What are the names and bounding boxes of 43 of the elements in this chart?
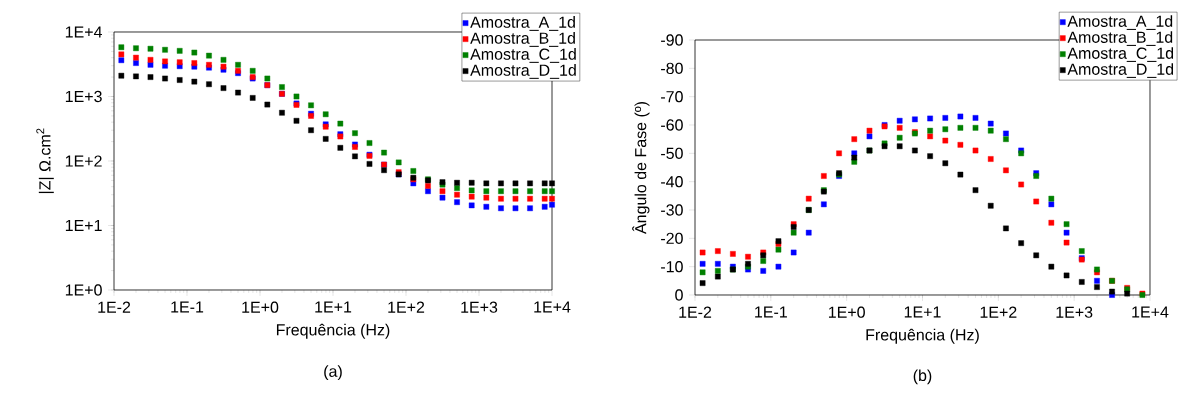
y-tick-label: -80 [661,62,683,74]
y-tick-label: -10 [661,261,683,273]
y-tick-label: 1E+2 [65,155,102,167]
x-tick-label: 1E+1 [904,306,941,318]
legend-label: Amostra_D_1d [470,64,576,79]
y-tick-label: 1E+1 [65,219,102,231]
x-tick-label: 1E+2 [388,301,425,313]
legend-label: Amostra_A_1d [1067,15,1173,30]
x-tick-label: 1E+4 [1132,306,1169,318]
y-tick-label: 1E+4 [65,26,103,38]
legend-label: Amostra_C_1d [470,48,576,63]
x-tick-label: 1E+4 [534,301,571,313]
x-tick-label: 1E+0 [828,306,865,318]
y-tick-label: 0 [675,289,683,301]
legend-label: Amostra_A_1d [470,16,575,31]
y-tick-label: -90 [661,34,683,46]
x-tick-label: 1E-1 [755,306,787,318]
x-tick-label: 1E+1 [315,301,352,313]
y-axis-title: |Z| Ω.cm$^{2}$ [36,128,54,194]
y-tick-label: -30 [661,204,683,216]
legend-label: Amostra_B_1d [470,32,575,47]
x-tick-label: 1E-1 [171,301,204,313]
y-tick-label: -20 [661,232,683,244]
legend-label: Amostra_C_1d [1067,47,1174,62]
x-axis-title: Frequência (Hz) [866,328,979,344]
y-tick-label: -50 [661,147,683,159]
x-tick-label: 1E+3 [1056,306,1093,318]
y-tick-label: -60 [661,119,683,131]
y-tick-label: -70 [661,91,683,103]
y-tick-label: -40 [661,176,683,188]
text: (b) [913,369,932,385]
x-tick-label: 1E+2 [980,306,1017,318]
y-tick-label: 1E+3 [65,90,102,103]
x-tick-label: 1E+0 [242,301,279,313]
x-tick-label: 1E+3 [461,301,498,313]
x-tick-label: 1E-2 [98,301,131,313]
y-axis-title: Ângulo de Fase (º) [632,102,650,234]
text: (a) [324,365,342,381]
legend-label: Amostra_D_1d [1067,63,1174,78]
y-tick-label: 1E+0 [65,284,102,296]
legend-label: Amostra_B_1d [1067,31,1173,46]
x-axis-title: Frequência (Hz) [276,323,390,339]
x-tick-label: 1E-2 [679,306,712,318]
